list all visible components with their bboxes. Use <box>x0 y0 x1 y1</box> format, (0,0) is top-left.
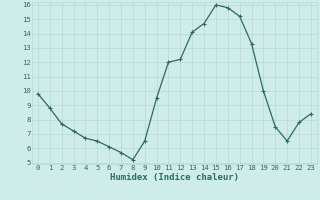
X-axis label: Humidex (Indice chaleur): Humidex (Indice chaleur) <box>110 173 239 182</box>
